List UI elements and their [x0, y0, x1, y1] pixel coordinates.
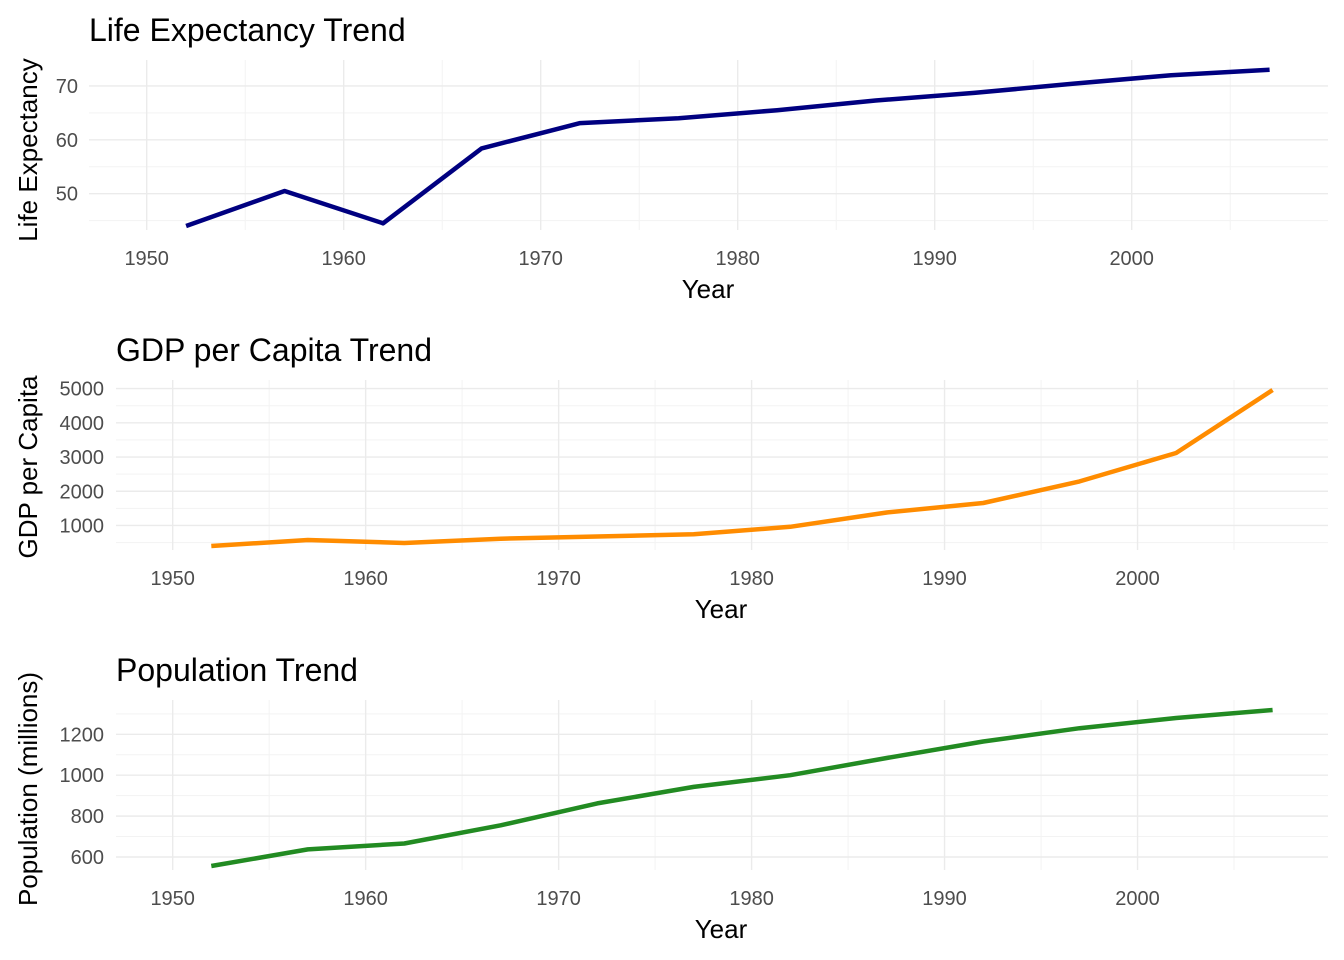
gdp-per-capita-x-tick-label: 2000: [1115, 568, 1160, 590]
population-y-tick-label: 1000: [60, 765, 105, 787]
gdp-per-capita-grid: [116, 380, 1328, 550]
population-y-axis-title: Population (millions): [13, 672, 43, 906]
population-x-tick-label: 2000: [1115, 888, 1160, 910]
life-expectancy-x-axis-title: Year: [682, 274, 735, 304]
population-x-tick-label: 1950: [150, 888, 195, 910]
gdp-per-capita-x-axis-title: Year: [695, 594, 748, 624]
gdp-per-capita-y-tick-label: 1000: [60, 515, 105, 537]
life-expectancy-grid: [89, 60, 1328, 230]
gdp-per-capita-panel: GDP per Capita Trend Year GDP per Capita…: [13, 332, 1328, 624]
gdp-per-capita-title: GDP per Capita Trend: [116, 332, 432, 368]
life-expectancy-y-tick-label: 50: [56, 184, 78, 206]
gdp-per-capita-y-tick-label: 4000: [60, 413, 105, 435]
population-y-tick-label: 800: [71, 806, 104, 828]
population-title: Population Trend: [116, 652, 358, 688]
life-expectancy-x-tick-label: 1970: [518, 248, 563, 270]
population-line: [210, 707, 1273, 869]
population-x-tick-label: 1990: [922, 888, 967, 910]
gdp-per-capita-y-tick-label: 5000: [60, 379, 105, 401]
population-y-tick-label: 600: [71, 847, 104, 869]
gdp-per-capita-line: [211, 388, 1274, 549]
life-expectancy-x-tick-label: 1950: [124, 248, 169, 270]
life-expectancy-title: Life Expectancy Trend: [89, 12, 406, 48]
life-expectancy-line: [185, 67, 1270, 229]
population-x-axis-title: Year: [695, 914, 748, 944]
population-grid: [116, 700, 1328, 870]
gdp-per-capita-x-tick-label: 1990: [922, 568, 967, 590]
gdp-per-capita-x-tick-label: 1980: [729, 568, 774, 590]
life-expectancy-panel: Life Expectancy Trend Year Life Expectan…: [13, 12, 1328, 304]
life-expectancy-x-tick-label: 2000: [1109, 248, 1154, 270]
life-expectancy-y-axis-title: Life Expectancy: [13, 58, 43, 242]
population-y-tick-label: 1200: [60, 724, 105, 746]
gdp-per-capita-y-tick-label: 2000: [60, 481, 105, 503]
population-x-tick-label: 1980: [729, 888, 774, 910]
gdp-per-capita-y-tick-label: 3000: [60, 447, 105, 469]
gdp-per-capita-x-tick-label: 1950: [150, 568, 195, 590]
life-expectancy-x-tick-label: 1980: [715, 248, 760, 270]
life-expectancy-y-tick-label: 60: [56, 130, 78, 152]
gdp-per-capita-x-tick-label: 1970: [536, 568, 581, 590]
gdp-per-capita-y-axis-title: GDP per Capita: [13, 375, 43, 559]
life-expectancy-y-tick-label: 70: [56, 76, 78, 98]
life-expectancy-x-tick-label: 1960: [321, 248, 366, 270]
population-panel: Population Trend Year Population (millio…: [13, 652, 1328, 944]
life-expectancy-x-tick-label: 1990: [912, 248, 957, 270]
population-x-tick-label: 1960: [343, 888, 388, 910]
population-x-tick-label: 1970: [536, 888, 581, 910]
gdp-per-capita-x-tick-label: 1960: [343, 568, 388, 590]
